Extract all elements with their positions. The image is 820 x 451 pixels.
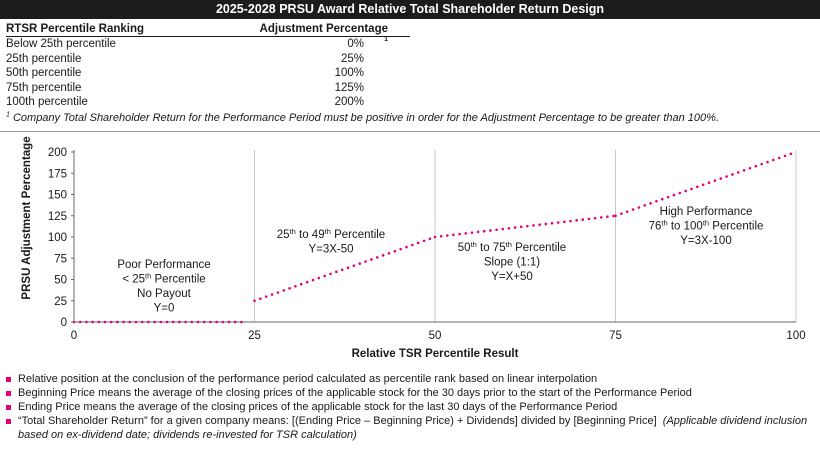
tsr-adjustment-chart: 0 25 50 75 100 125 150 175 200 0 25 50 75 100 Poor Pe…	[21, 136, 806, 360]
row-adjustment: 200%	[334, 96, 364, 108]
x-axis-label: Relative TSR Percentile Result	[352, 348, 519, 360]
row-adjustment: 125%	[334, 81, 364, 94]
y-tick-label: 75	[54, 253, 67, 265]
page-title: 2025-2028 PRSU Award Relative Total Shar…	[0, 0, 820, 19]
table-row: 25th percentile 25%	[6, 52, 410, 67]
section-divider	[0, 131, 820, 132]
footnote-text: Company Total Shareholder Return for the…	[12, 112, 719, 124]
table-row: 75th percentile 125%	[6, 81, 410, 96]
table-row: Below 25th percentile 0%	[6, 37, 410, 52]
curve-segment-2	[253, 235, 437, 303]
header-adjustment: Adjustment Percentage 1	[256, 22, 410, 43]
header-ranking: RTSR Percentile Ranking	[6, 23, 145, 35]
axes	[71, 150, 796, 323]
bullet-text: Beginning Price means the average of the…	[18, 387, 692, 399]
x-tick-label: 100	[786, 330, 805, 342]
header-footnote-marker: 1	[384, 36, 388, 44]
y-tick-label: 200	[48, 147, 67, 159]
x-tick-label: 25	[248, 330, 261, 342]
y-tick-label: 150	[48, 190, 67, 202]
y-tick-label: 100	[48, 232, 67, 244]
bullet-icon	[6, 390, 11, 396]
row-ranking: Below 25th percentile	[6, 38, 116, 50]
adjustment-table: RTSR Percentile Ranking Adjustment Perce…	[6, 22, 410, 110]
x-tick-label: 50	[429, 330, 442, 342]
table-row: 100th percentile 200%	[6, 95, 410, 110]
row-adjustment: 0%	[347, 38, 364, 50]
y-axis-label: PRSU Adjustment Percentage	[21, 136, 33, 299]
row-adjustment: 100%	[334, 67, 364, 79]
curve-segment-4	[614, 150, 798, 218]
table-row: 50th percentile 100%	[6, 66, 410, 81]
curve-segment-3	[433, 214, 617, 239]
row-ranking: 50th percentile	[6, 67, 82, 79]
list-item: “Total Shareholder Return” for a given c…	[6, 414, 816, 442]
table-footnote: 1 Company Total Shareholder Return for t…	[6, 111, 719, 124]
list-item: Beginning Price means the average of the…	[6, 386, 816, 400]
row-ranking: 75th percentile	[6, 81, 82, 94]
bullet-italic-note: (Applicable dividend inclusion based on …	[18, 415, 808, 441]
row-ranking: 100th percentile	[6, 96, 88, 108]
list-item: Ending Price means the average of the cl…	[6, 400, 816, 414]
x-tick-label: 75	[609, 330, 622, 342]
bullet-text: Relative position at the conclusion of t…	[18, 373, 598, 385]
y-tick-label: 125	[48, 211, 67, 223]
y-tick-label: 50	[54, 275, 67, 287]
bullet-icon	[6, 404, 11, 410]
header-adjustment-label: Adjustment Percentage	[259, 23, 388, 35]
row-ranking: 25th percentile	[6, 52, 82, 65]
definitions-list: Relative position at the conclusion of t…	[6, 372, 816, 442]
row-adjustment: 25%	[340, 52, 364, 65]
payout-curve	[72, 150, 798, 324]
table-header: RTSR Percentile Ranking Adjustment Perce…	[6, 22, 410, 43]
bullet-icon	[6, 376, 11, 382]
y-tick-label: 0	[61, 317, 67, 329]
bullet-text: “Total Shareholder Return” for a given c…	[18, 415, 657, 427]
x-tick-label: 0	[71, 330, 77, 342]
y-tick-label: 175	[48, 168, 67, 180]
tick-labels: 0 25 50 75 100 125 150 175 200 0 25 50 75 100	[48, 147, 806, 342]
bullet-text: Ending Price means the average of the cl…	[18, 401, 618, 413]
y-tick-label: 25	[54, 296, 67, 308]
list-item: Relative position at the conclusion of t…	[6, 372, 816, 386]
footnote-marker: 1	[6, 111, 10, 119]
bullet-icon	[6, 418, 11, 424]
